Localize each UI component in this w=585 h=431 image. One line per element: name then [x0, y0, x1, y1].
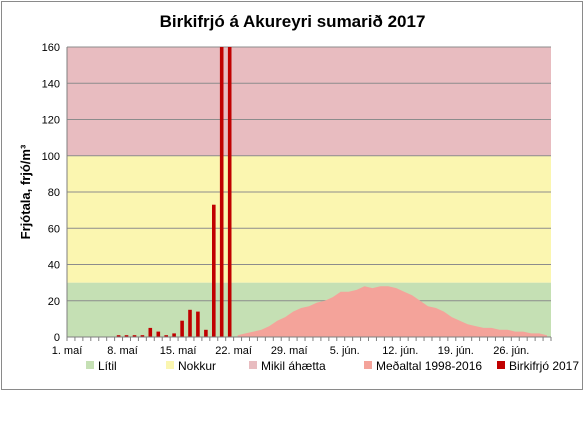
legend-swatch-1 — [166, 361, 174, 369]
bar-day-13 — [172, 333, 176, 337]
bar-day-18 — [212, 204, 216, 337]
y-tick-label: 0 — [54, 332, 60, 344]
bar-day-6 — [116, 335, 121, 337]
average-area — [237, 286, 547, 337]
pollen-bars — [116, 47, 232, 338]
band-1 — [67, 155, 551, 283]
bar-day-14 — [180, 320, 184, 337]
legend-swatch-4 — [497, 361, 505, 369]
y-tick-label: 120 — [42, 115, 60, 127]
average-area-path — [237, 286, 547, 337]
bar-day-12 — [164, 335, 168, 337]
x-tick-label: 29. maí — [271, 345, 308, 357]
x-tick-label: 12. jún. — [382, 345, 418, 357]
gridlines — [67, 46, 551, 302]
legend-label-0: Lítil — [98, 359, 117, 373]
y-tick-label: 20 — [48, 296, 60, 308]
y-tick-label: 100 — [42, 151, 60, 163]
y-tick-label: 140 — [42, 78, 60, 90]
bar-day-7 — [124, 335, 129, 337]
x-tick-label: 26. jún. — [493, 345, 529, 357]
y-tick-label: 80 — [48, 187, 60, 199]
x-tick-label: 22. maí — [215, 345, 252, 357]
legend-label-1: Nokkur — [178, 359, 216, 373]
x-tick-labels: 1. maí 8. maí 15. maí 22. maí 29. maí 5. jún.… — [52, 345, 530, 357]
bar-day-17 — [204, 329, 208, 338]
legend: Lítil Nokkur Mikil áhætta Meðaltal 1998-201… — [86, 359, 579, 373]
bar-day-10 — [148, 327, 153, 337]
x-tick-label: 1. maí — [52, 345, 83, 357]
x-tick-label: 5. jún. — [330, 345, 360, 357]
chart-title: Birkifrjó á Akureyri sumarið 2017 — [159, 12, 426, 31]
legend-swatch-2 — [249, 361, 257, 369]
x-tick-label: 19. jún. — [438, 345, 474, 357]
bar-day-15 — [188, 309, 192, 337]
y-tick-labels: 0 20 40 60 80 100 120 140 160 — [42, 42, 60, 344]
y-tick-label: 60 — [48, 223, 60, 235]
bar-day-8 — [132, 335, 137, 337]
bar-day-9 — [140, 335, 145, 337]
legend-label-2: Mikil áhætta — [261, 359, 326, 373]
bar-day-16 — [196, 311, 200, 337]
band-2 — [67, 47, 551, 156]
legend-swatch-0 — [86, 361, 94, 369]
risk-bands — [67, 47, 551, 337]
bar-day-19 — [219, 47, 224, 337]
bar-day-20 — [227, 47, 232, 337]
legend-label-3: Meðaltal 1998-2016 — [376, 359, 482, 373]
y-tick-label: 40 — [48, 260, 60, 272]
bar-day-11 — [156, 331, 161, 337]
legend-label-4: Birkifrjó 2017 — [509, 359, 579, 373]
axes — [66, 47, 552, 341]
x-tick-label: 15. maí — [160, 345, 197, 357]
y-axis-label: Frjótala, frjó/m³ — [18, 144, 33, 239]
y-tick-label: 160 — [42, 42, 60, 54]
x-tick-label: 8. maí — [107, 345, 138, 357]
legend-swatch-3 — [364, 361, 372, 369]
